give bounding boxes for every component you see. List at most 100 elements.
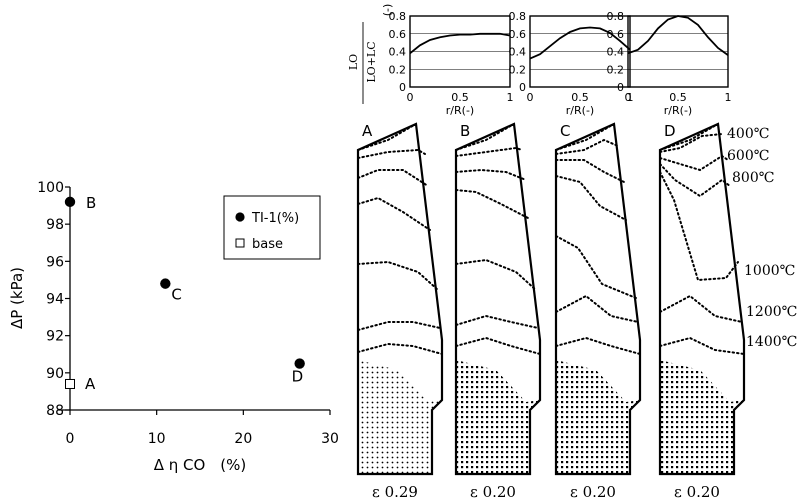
legend-label-ti1: TI-1(%): [251, 211, 299, 226]
point-label-D: D: [292, 368, 304, 386]
profile-D: Dε 0.20: [658, 122, 746, 501]
deposit-fill: [660, 360, 744, 474]
strain-label-A: ε 0.29: [372, 483, 418, 501]
mini-line-C: [529, 26, 631, 60]
mini-y-tick-label: 0.2: [389, 63, 407, 76]
isotherm-line: [455, 146, 523, 157]
isotherm-label-800: 800℃: [732, 170, 774, 186]
mini-y-tick-label: 0.8: [607, 10, 625, 23]
isotherm-line: [455, 258, 537, 291]
mini-y-tick-label: 0: [519, 81, 526, 94]
profile-label-B: B: [460, 122, 470, 140]
scatter-points: B C D A: [64, 194, 305, 393]
legend-label-base: base: [252, 237, 283, 252]
point-label-A: A: [85, 375, 96, 393]
point-B: [64, 196, 76, 208]
mini-chart-A: 0 0.2 0.4 0.6 0.8 0 0.5 1 r/R(-): [389, 10, 514, 117]
profile-B: Bε 0.20: [454, 122, 542, 501]
ratio-ylabel-numerator: LO: [347, 54, 360, 70]
x-tick-label: 10: [148, 431, 166, 447]
isotherm-label-400: 400℃: [727, 126, 769, 142]
mini-x-tick-label: 0.5: [451, 91, 469, 104]
mini-y-tick-label: 0.6: [607, 28, 625, 41]
x-tick-label: 30: [321, 431, 339, 447]
isotherm-line: [555, 159, 625, 183]
y-tick-label: 94: [46, 292, 64, 308]
isotherm-line: [455, 168, 527, 181]
profile-outline: [658, 122, 746, 476]
mini-x-label: r/R(-): [446, 104, 474, 117]
mini-x-tick-label: 0: [407, 91, 414, 104]
isotherm-line: [357, 260, 439, 291]
y-tick-label: 98: [46, 217, 64, 233]
mini-y-tick-label: 0.4: [389, 46, 407, 59]
isotherm-line: [357, 196, 431, 231]
strain-label-C: ε 0.20: [570, 483, 616, 501]
deposit-fill: [556, 360, 640, 474]
point-A: [65, 378, 75, 389]
scatter-legend: TI-1(%) base: [223, 195, 321, 260]
profile-outline: [454, 122, 542, 476]
mini-y-tick-label: 0.6: [509, 28, 527, 41]
isotherm-line: [455, 336, 541, 355]
isotherm-line: [659, 123, 719, 151]
isotherm-line: [455, 123, 515, 151]
isotherm-line: [659, 154, 729, 172]
isotherm-label-600: 600℃: [727, 148, 769, 164]
mini-line-D: [627, 15, 729, 56]
isotherm-line: [659, 133, 723, 153]
isotherm-labels: 400℃ 600℃ 800℃ 1000℃ 1200℃ 1400℃: [727, 126, 797, 350]
scatter-x-label: Δ η CO (%): [154, 456, 247, 474]
profile-A: Aε 0.29: [356, 122, 444, 501]
strain-label-D: ε 0.20: [674, 483, 720, 501]
isotherm-line: [357, 342, 443, 355]
isotherm-line: [555, 336, 641, 355]
mini-y-tick-label: 0.8: [509, 10, 527, 23]
mini-x-tick-label: 0.5: [571, 91, 589, 104]
deposit-fill: [456, 360, 540, 474]
point-C: [160, 278, 171, 289]
isotherm-line: [555, 294, 639, 323]
isotherm-line: [455, 189, 529, 219]
scatter-x-ticks: 0 10 20 30: [66, 410, 339, 447]
y-tick-label: 100: [37, 180, 64, 196]
profile-C: Cε 0.20: [554, 122, 642, 501]
mini-y-tick-label: 0.2: [509, 63, 527, 76]
deposit-fill: [358, 360, 442, 474]
ratio-ylabel-unit: (-): [381, 4, 394, 17]
mini-chart-D: 0 0.2 0.4 0.6 0.8 0 0.5 1 r/R(-): [607, 10, 732, 117]
mini-y-tick-label: 0: [617, 81, 624, 94]
isotherm-line: [357, 169, 429, 187]
mini-y-tick-label: 0.4: [607, 46, 625, 59]
isotherm-label-1200: 1200℃: [746, 304, 797, 320]
profile-outline: [356, 122, 444, 476]
scatter-y-ticks: 88 90 92 94 96 98 100: [37, 180, 70, 419]
y-tick-label: 90: [46, 366, 64, 382]
mini-x-tick-label: 1: [627, 91, 634, 104]
mini-x-tick-label: 1: [725, 91, 732, 104]
mini-x-tick-label: 0: [625, 91, 632, 104]
mini-y-tick-label: 0.2: [607, 63, 625, 76]
y-tick-label: 92: [46, 329, 64, 345]
mini-y-tick-label: 0.4: [509, 46, 527, 59]
isotherm-line: [659, 163, 731, 198]
isotherm-line: [357, 321, 441, 331]
profile-label-A: A: [362, 122, 373, 140]
isotherm-line: [555, 123, 615, 151]
isotherm-line: [659, 294, 743, 323]
mini-x-tick-label: 0: [527, 91, 534, 104]
profile-outline: [554, 122, 642, 476]
profile-ratio-charts: LO LO+LC (-) 0 0.2 0.4 0.6 0.8 0 0.5 1 r/R(-) 0 0.…: [347, 4, 732, 117]
isotherm-line: [555, 175, 627, 221]
isotherm-line: [455, 314, 539, 329]
isotherm-line: [357, 123, 417, 151]
x-tick-label: 0: [66, 431, 75, 447]
strain-label-B: ε 0.20: [470, 483, 516, 501]
isotherm-line: [555, 235, 637, 299]
isotherm-line: [659, 336, 745, 355]
isotherm-label-1400: 1400℃: [746, 334, 797, 350]
isotherm-line: [659, 171, 739, 282]
